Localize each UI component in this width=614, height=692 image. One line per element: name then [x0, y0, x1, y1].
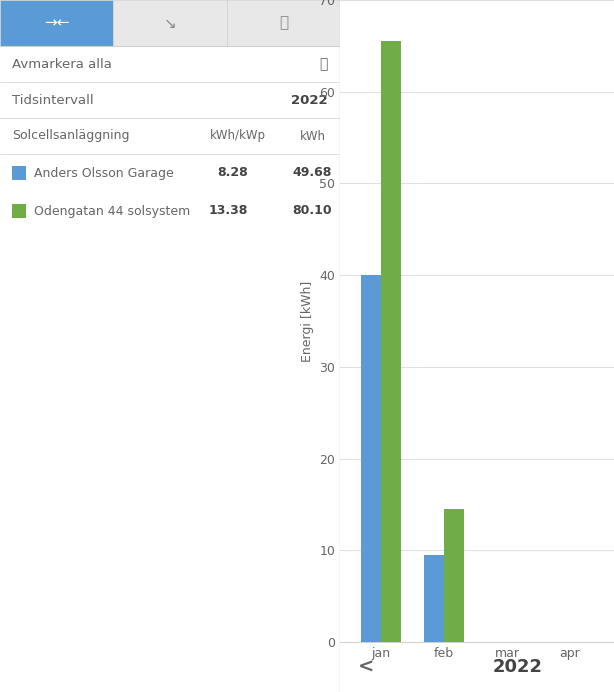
Text: Avmarkera alla: Avmarkera alla: [12, 57, 112, 71]
Text: Tidsintervall: Tidsintervall: [12, 93, 93, 107]
Bar: [0, 0, 114, 46]
Bar: [114, 0, 227, 46]
Text: kWh: kWh: [300, 129, 326, 143]
Text: ⓘ: ⓘ: [320, 57, 328, 71]
Y-axis label: Energi [kWh]: Energi [kWh]: [301, 280, 314, 362]
Text: Anders Olsson Garage: Anders Olsson Garage: [34, 167, 174, 179]
Text: 49.68: 49.68: [293, 167, 332, 179]
Text: 13.38: 13.38: [209, 205, 248, 217]
Bar: [424, 555, 444, 642]
Bar: [12, 204, 26, 218]
Text: <: <: [358, 657, 375, 677]
Bar: [12, 166, 26, 180]
Text: 80.10: 80.10: [292, 205, 332, 217]
Text: ↘: ↘: [163, 15, 176, 30]
Bar: [444, 509, 464, 642]
Bar: [381, 42, 401, 642]
Text: 2022: 2022: [493, 658, 543, 676]
Text: ⏱: ⏱: [279, 15, 288, 30]
Text: 2022: 2022: [292, 93, 328, 107]
Text: kWh/kWp: kWh/kWp: [210, 129, 266, 143]
Text: Odengatan 44 solsystem: Odengatan 44 solsystem: [34, 205, 190, 217]
Bar: [227, 0, 340, 46]
Text: →←: →←: [44, 15, 69, 30]
Text: Solcellsanläggning: Solcellsanläggning: [12, 129, 130, 143]
Bar: [361, 275, 381, 642]
Text: 8.28: 8.28: [217, 167, 248, 179]
